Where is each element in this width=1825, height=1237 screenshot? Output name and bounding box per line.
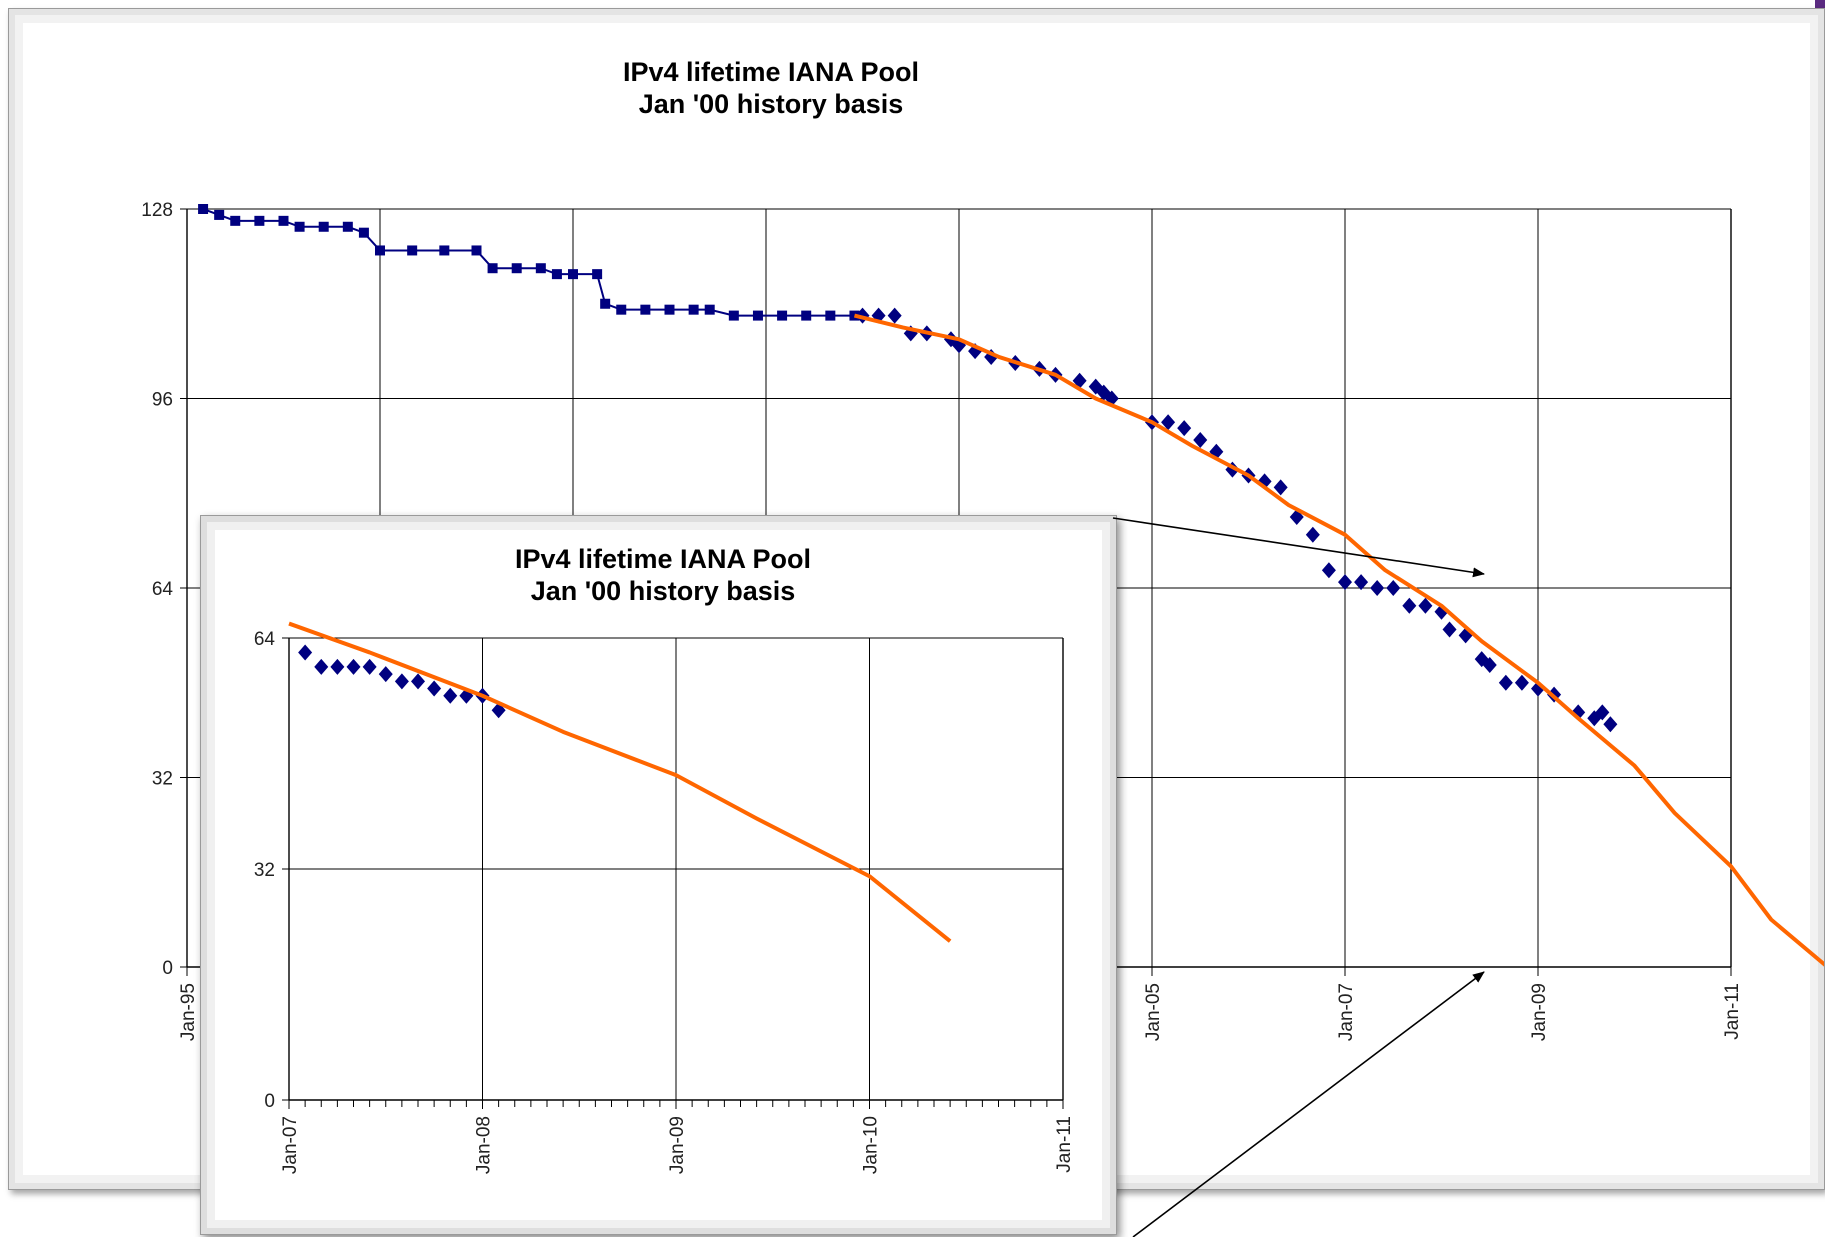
main-data-point [254, 215, 265, 226]
main-y-tick-label: 64 [152, 579, 174, 600]
main-x-tick-label: Jan-95 [178, 983, 199, 1041]
main-data-point [616, 304, 627, 315]
main-data-point [640, 304, 651, 315]
main-data-point [1305, 526, 1320, 543]
main-data-point [1321, 562, 1336, 579]
corner-accent [1815, 0, 1825, 12]
main-data-point [358, 227, 369, 238]
main-data-point [1177, 420, 1192, 437]
main-data-point [1273, 479, 1288, 496]
main-data-point [198, 204, 209, 214]
main-data-point [214, 209, 225, 220]
main-chart-title: IPv4 lifetime IANA Pool [623, 57, 919, 87]
inset-data-point [346, 658, 361, 675]
main-data-point [1498, 674, 1513, 691]
inset-data-point [362, 658, 377, 675]
main-data-point [1402, 597, 1417, 614]
main-data-point [294, 221, 305, 232]
main-data-point [1370, 580, 1385, 596]
main-data-point [1386, 580, 1401, 596]
inset-chart-subtitle: Jan '00 history basis [531, 576, 796, 606]
inset-data-point [427, 680, 442, 697]
main-data-point [230, 215, 241, 226]
main-data-point [1161, 414, 1176, 431]
main-data-point [471, 245, 482, 256]
main-data-point [278, 215, 289, 226]
main-y-tick-label: 0 [162, 958, 173, 979]
main-data-point [752, 310, 763, 321]
main-data-point [1442, 621, 1457, 638]
main-data-point [1418, 597, 1433, 614]
main-data-point [1595, 704, 1610, 721]
inset-trend-line [288, 621, 952, 943]
inset-x-tick-label: Jan-07 [280, 1116, 301, 1174]
main-data-point [704, 304, 715, 315]
inset-y-tick-label: 32 [254, 860, 275, 881]
main-data-point [777, 310, 788, 321]
inset-chart: IPv4 lifetime IANA Pool Jan '00 history … [254, 544, 1075, 1174]
main-x-tick-label: Jan-05 [1143, 983, 1164, 1041]
inset-y-tick-label: 64 [254, 629, 276, 650]
inset-data-point [411, 673, 425, 690]
main-data-point [487, 263, 498, 274]
main-data-point [535, 263, 546, 274]
inset-data-point [330, 658, 345, 675]
main-y-tick-label: 96 [152, 390, 173, 411]
inset-data-point [443, 687, 458, 704]
main-data-point [688, 304, 699, 315]
main-data-point [887, 307, 902, 324]
main-data-point [375, 245, 385, 256]
main-y-tick-label: 32 [152, 769, 173, 790]
main-data-point [1482, 656, 1497, 673]
main-data-point [1193, 431, 1208, 448]
inset-x-tick-label: Jan-11 [1054, 1116, 1075, 1173]
main-data-point [592, 269, 603, 280]
inset-x-tick-label: Jan-09 [667, 1116, 688, 1174]
inset-chart-title: IPv4 lifetime IANA Pool [515, 544, 811, 574]
inset-chart-panel: IPv4 lifetime IANA Pool Jan '00 history … [200, 515, 1117, 1235]
main-data-point [439, 245, 450, 256]
main-data-point [342, 221, 353, 232]
main-data-point [1514, 674, 1529, 691]
inset-data-point [298, 644, 313, 661]
main-data-point [1354, 574, 1369, 591]
main-data-point [825, 310, 836, 321]
inset-data-point [394, 673, 409, 690]
main-data-point [1338, 574, 1352, 591]
main-data-point [801, 310, 812, 321]
main-y-tick-label: 128 [141, 200, 173, 221]
inset-data-point [378, 666, 393, 683]
inset-data-point [314, 658, 329, 675]
main-x-tick-label: Jan-09 [1529, 983, 1550, 1041]
main-data-point [407, 245, 418, 256]
main-x-tick-label: Jan-11 [1722, 983, 1743, 1040]
main-data-point [568, 269, 578, 280]
main-data-point [600, 298, 611, 309]
main-data-point [1603, 716, 1618, 733]
inset-y-tick-label: 0 [264, 1091, 275, 1112]
main-data-point [551, 269, 562, 280]
main-data-point [511, 263, 522, 274]
inset-x-tick-label: Jan-08 [474, 1116, 495, 1174]
main-data-point [664, 304, 675, 315]
main-data-point [728, 310, 739, 321]
main-chart-subtitle: Jan '00 history basis [639, 89, 904, 119]
main-data-point [318, 221, 329, 232]
main-x-tick-label: Jan-07 [1336, 983, 1357, 1041]
inset-x-tick-label: Jan-10 [861, 1116, 882, 1174]
